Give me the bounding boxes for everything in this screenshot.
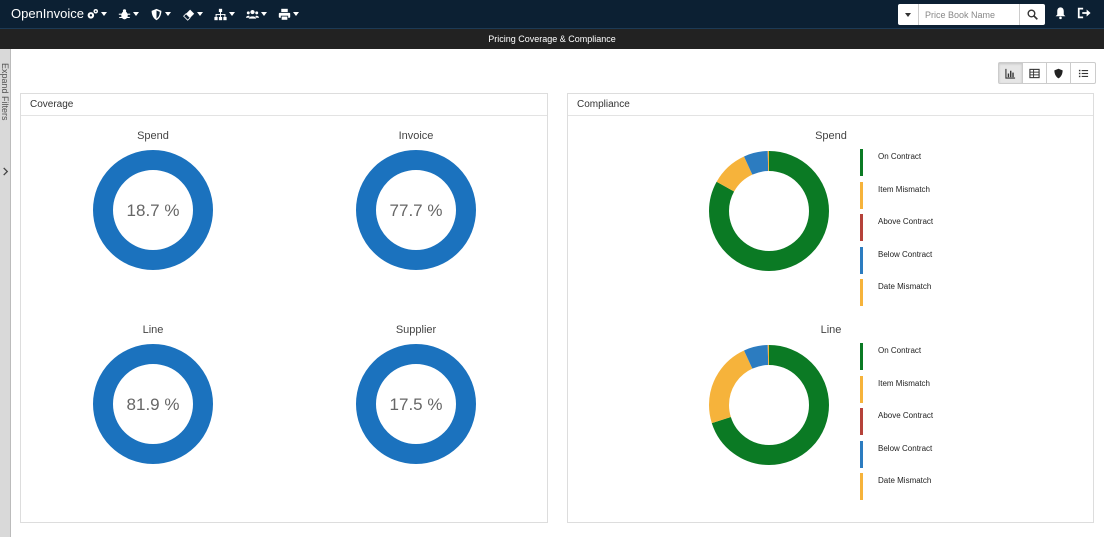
eraser-icon[interactable] xyxy=(182,5,214,23)
coverage-panel-title: Coverage xyxy=(21,94,547,116)
coverage-ring xyxy=(356,150,476,270)
legend-item[interactable]: Above Contract xyxy=(860,214,980,242)
search-icon xyxy=(1027,9,1038,20)
legend-item[interactable]: Item Mismatch xyxy=(860,375,980,404)
legend-swatch xyxy=(860,149,863,176)
legend-swatch xyxy=(860,181,863,209)
logout-icon[interactable] xyxy=(1077,6,1091,20)
legend-swatch xyxy=(860,408,863,436)
coverage-line-title: Line xyxy=(142,324,164,336)
legend-label: Above Contract xyxy=(878,217,934,227)
nav-menu xyxy=(86,5,310,23)
chevron-down-icon xyxy=(905,12,911,17)
shield-view-button[interactable] xyxy=(1047,63,1071,83)
legend-item[interactable]: Date Mismatch xyxy=(860,279,980,307)
compliance-slice-date-mismatch[interactable] xyxy=(709,151,829,271)
price-book-search-input[interactable] xyxy=(919,4,1019,25)
coverage-line-value: 81.9 % xyxy=(127,395,180,414)
search-scope-dropdown[interactable] xyxy=(898,4,919,25)
legend-item[interactable]: Date Mismatch xyxy=(860,473,980,501)
top-navbar: OpenInvoice xyxy=(0,0,1104,29)
legend-label: On Contract xyxy=(878,152,922,161)
compliance-panel-title: Compliance xyxy=(568,94,1093,116)
compliance-spend-donut[interactable] xyxy=(699,141,839,281)
list-view-icon xyxy=(1078,69,1088,77)
legend-label: Item Mismatch xyxy=(878,378,931,388)
coverage-supplier-title: Supplier xyxy=(395,324,437,336)
legend-item[interactable]: On Contract xyxy=(860,343,980,371)
table-view-button[interactable] xyxy=(1023,63,1047,83)
legend-label: On Contract xyxy=(878,346,922,355)
coverage-invoice-donut: 77.7 % xyxy=(356,150,476,270)
users-icon[interactable] xyxy=(246,5,278,23)
shield-icon[interactable] xyxy=(150,5,182,23)
bug-icon[interactable] xyxy=(118,5,150,23)
coverage-spend-title: Spend xyxy=(137,130,169,142)
legend-label: Item Mismatch xyxy=(878,184,931,194)
legend-label: Above Contract xyxy=(878,411,934,421)
coverage-spend-donut: 18.7 % xyxy=(93,150,213,270)
compliance-slice-item-mismatch[interactable] xyxy=(709,345,829,465)
chart-view-button[interactable] xyxy=(999,63,1023,83)
legend-swatch xyxy=(860,343,863,370)
list-view-button[interactable] xyxy=(1071,63,1095,83)
legend-label: Date Mismatch xyxy=(878,476,932,486)
coverage-ring xyxy=(93,344,213,464)
coverage-supplier-donut: 17.5 % xyxy=(356,344,476,464)
app-logo[interactable]: OpenInvoice xyxy=(11,6,84,21)
expand-filters-label: Expand Filters xyxy=(0,63,10,121)
compliance-line-donut[interactable] xyxy=(699,335,839,475)
settings-gears-icon[interactable] xyxy=(86,5,118,23)
legend-swatch xyxy=(860,246,863,274)
legend-swatch xyxy=(860,473,863,501)
page-title: Pricing Coverage & Compliance xyxy=(0,29,1104,49)
legend-swatch xyxy=(860,375,863,403)
legend-label: Below Contract xyxy=(878,249,933,259)
chart-view-icon xyxy=(1005,68,1016,79)
notifications-bell-icon[interactable] xyxy=(1054,6,1068,20)
legend-item[interactable]: Above Contract xyxy=(860,408,980,436)
compliance-spend-title: Spend xyxy=(815,130,847,142)
compliance-line-title: Line xyxy=(820,324,842,336)
coverage-line-donut: 81.9 % xyxy=(93,344,213,464)
legend-label: Date Mismatch xyxy=(878,282,932,292)
coverage-ring xyxy=(356,344,476,464)
hierarchy-icon[interactable] xyxy=(214,5,246,23)
legend-item[interactable]: On Contract xyxy=(860,149,980,177)
legend-swatch xyxy=(860,214,863,242)
coverage-ring xyxy=(93,150,213,270)
legend-label: Below Contract xyxy=(878,443,933,453)
table-view-icon xyxy=(1029,68,1040,78)
legend-swatch xyxy=(860,279,863,307)
legend-swatch xyxy=(860,440,863,468)
shield-view-icon xyxy=(1054,68,1063,78)
search-button[interactable] xyxy=(1019,4,1045,25)
compliance-slice-date-mismatch[interactable] xyxy=(709,345,829,465)
legend-item[interactable]: Below Contract xyxy=(860,246,980,275)
coverage-supplier-value: 17.5 % xyxy=(390,395,443,414)
expand-filters-toggle[interactable]: Expand Filters xyxy=(0,49,11,537)
coverage-invoice-title: Invoice xyxy=(398,130,434,142)
legend-item[interactable]: Item Mismatch xyxy=(860,181,980,210)
print-icon[interactable] xyxy=(278,5,310,23)
legend-item[interactable]: Below Contract xyxy=(860,440,980,469)
price-book-search xyxy=(898,4,1045,25)
coverage-invoice-value: 77.7 % xyxy=(390,201,443,220)
compliance-panel: Compliance Spend On Contract Item Mismatc… xyxy=(567,93,1094,523)
coverage-panel: Coverage Spend 18.7 % Invoice 77.7 % Lin… xyxy=(20,93,548,523)
coverage-spend-value: 18.7 % xyxy=(127,201,180,220)
chevron-right-icon xyxy=(3,167,9,176)
view-toggle-group xyxy=(998,62,1096,84)
